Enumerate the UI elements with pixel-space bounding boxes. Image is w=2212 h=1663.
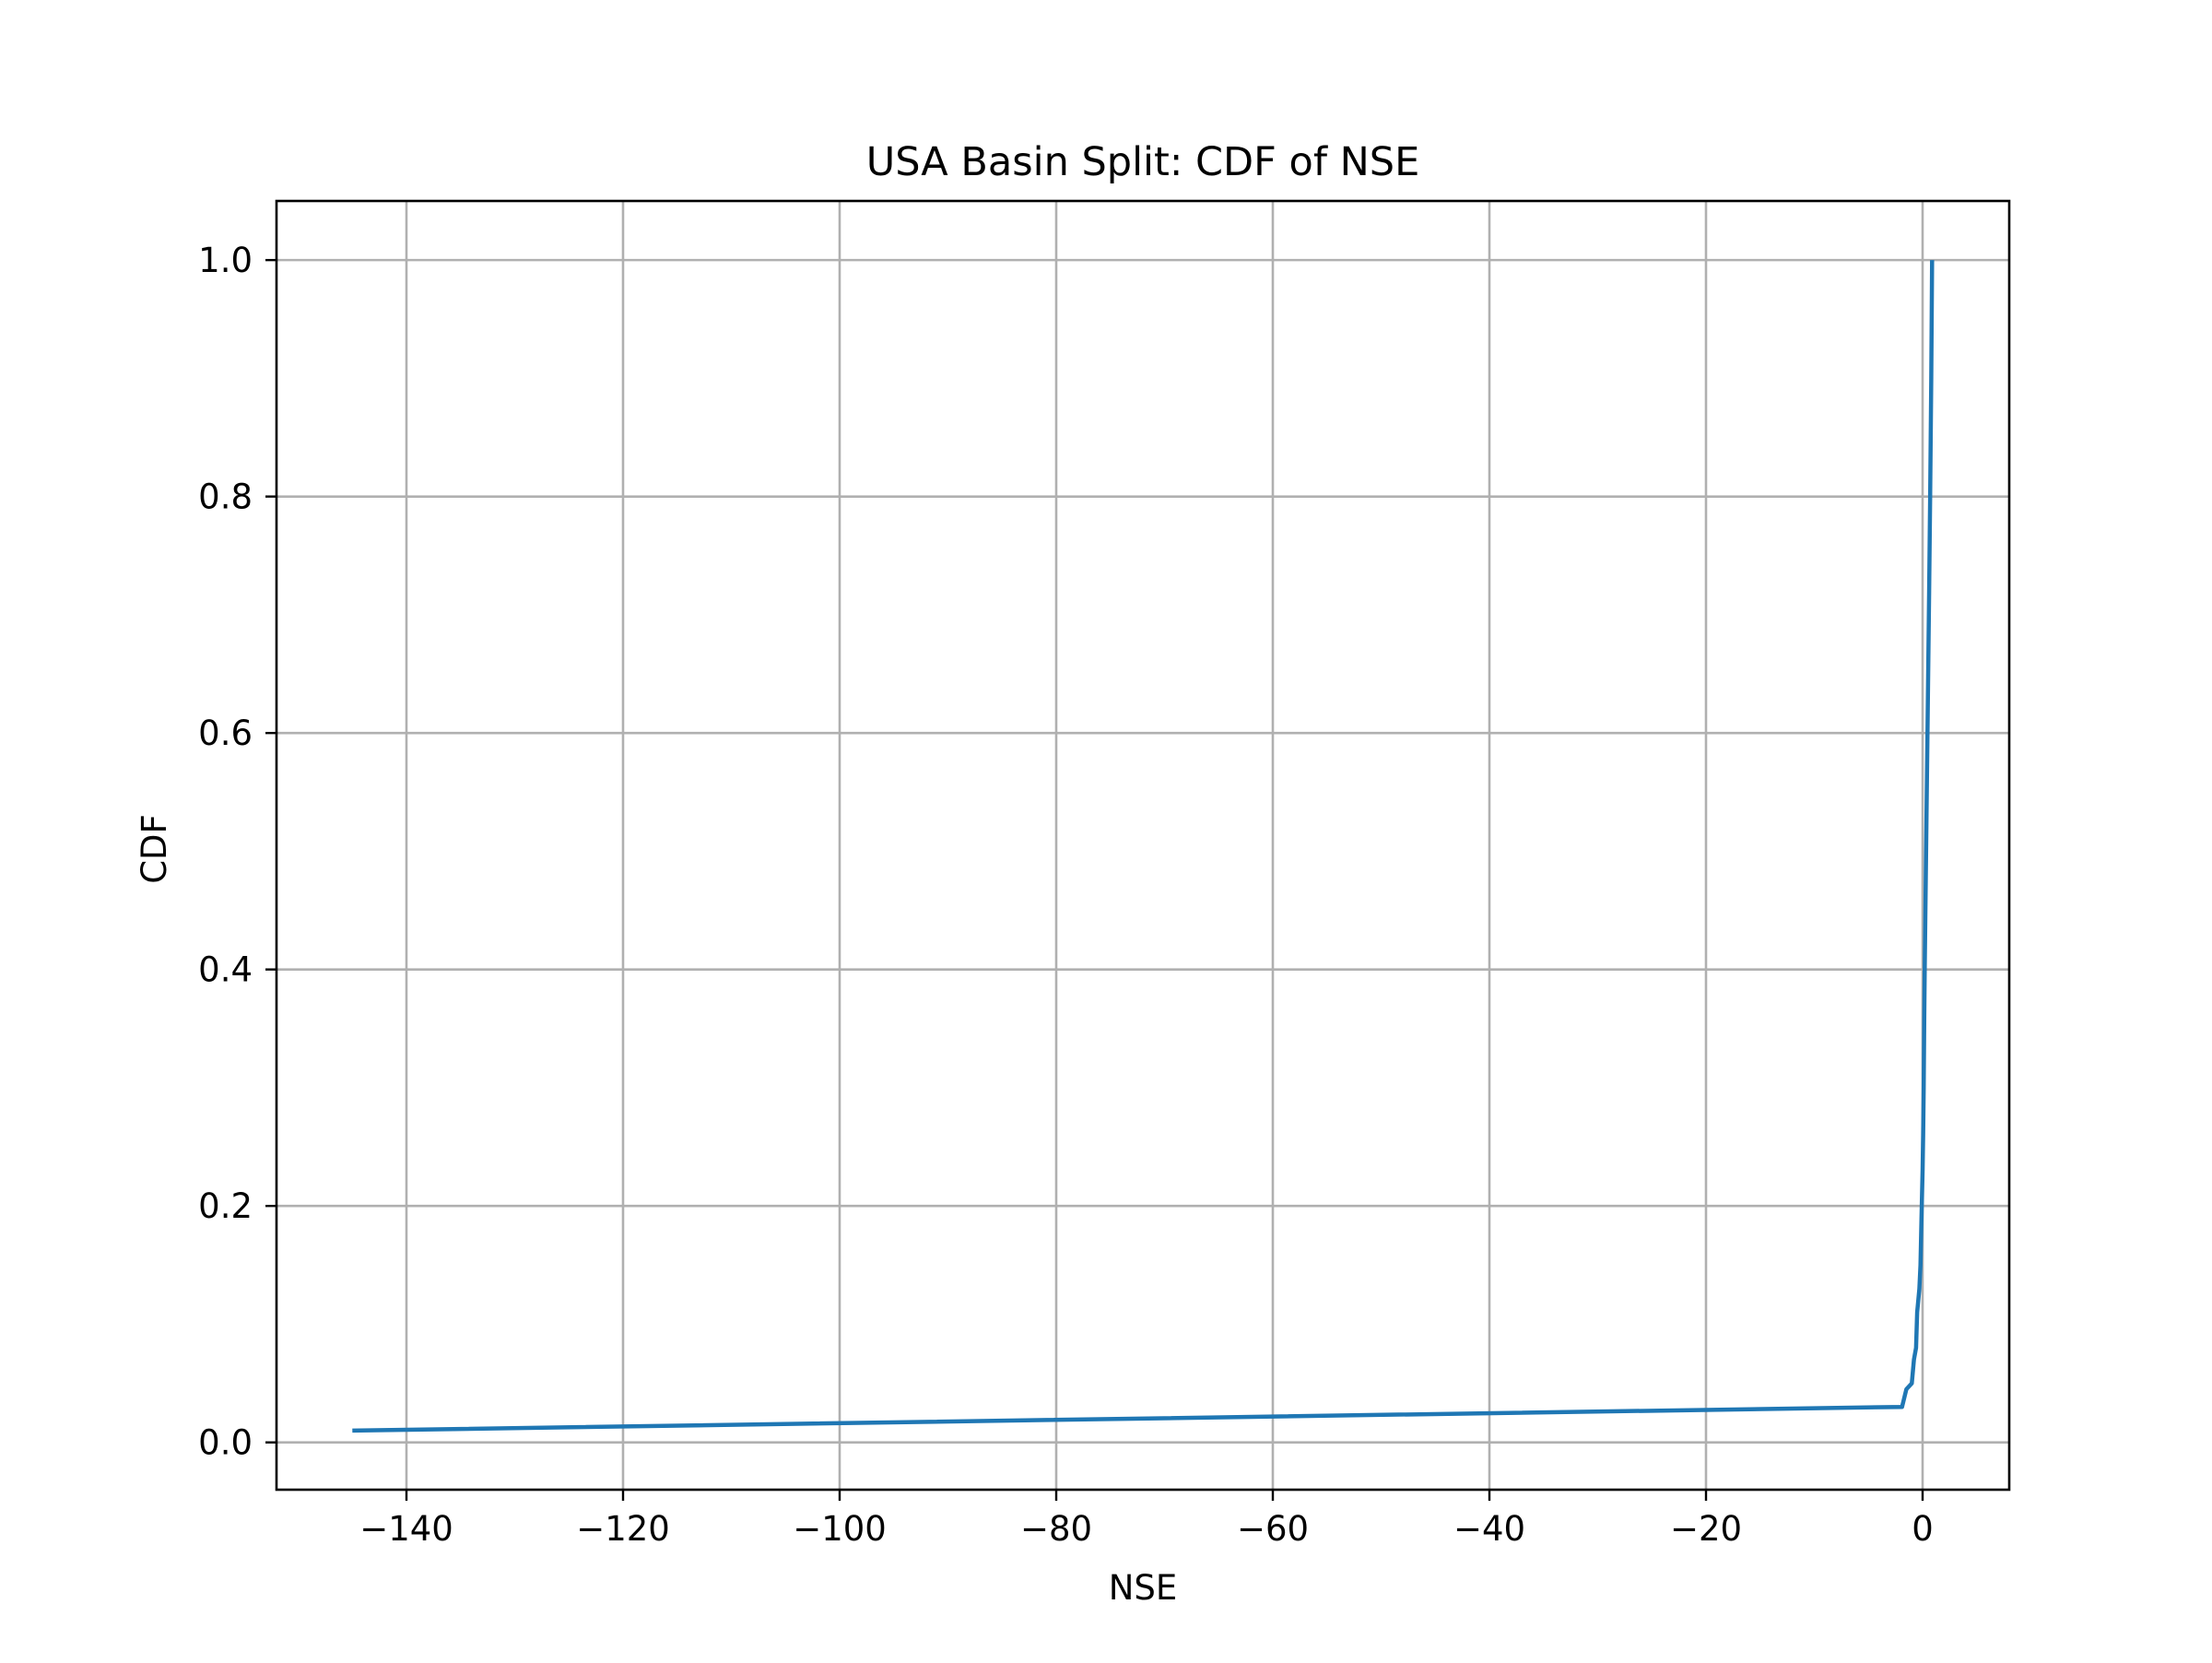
axes-frame	[275, 199, 2011, 1492]
plot-area	[352, 260, 1935, 1433]
tick-marks	[265, 258, 1924, 1501]
y-tick-label: 0.6	[198, 714, 253, 753]
cdf-line-series	[352, 260, 1935, 1433]
x-tick-label: −100	[793, 1509, 887, 1549]
x-tick-label: −40	[1453, 1509, 1525, 1549]
y-tick-label: 0.8	[198, 478, 253, 517]
grid-lines	[276, 201, 2009, 1490]
y-axis-label: CDF	[135, 814, 174, 884]
y-tick-label: 0.2	[198, 1186, 253, 1226]
x-tick-label: −60	[1237, 1509, 1309, 1549]
x-axis-label: NSE	[1109, 1568, 1178, 1608]
x-tick-label: −20	[1670, 1509, 1742, 1549]
chart-title: USA Basin Split: CDF of NSE	[866, 139, 1420, 185]
x-tick-label: 0	[1912, 1509, 1934, 1549]
x-tick-label: −80	[1020, 1509, 1092, 1549]
x-tick-label: −140	[359, 1509, 453, 1549]
axes-border	[275, 199, 2011, 1492]
y-tick-label: 1.0	[198, 241, 253, 280]
y-tick-label: 0.0	[198, 1423, 253, 1463]
y-tick-label: 0.4	[198, 950, 253, 990]
x-tick-label: −120	[576, 1509, 670, 1549]
tick-labels: −140 −120 −100 −80 −60 −40 −20 0 0.0 0.2 0.4 0.6 0.8…	[198, 241, 1934, 1549]
